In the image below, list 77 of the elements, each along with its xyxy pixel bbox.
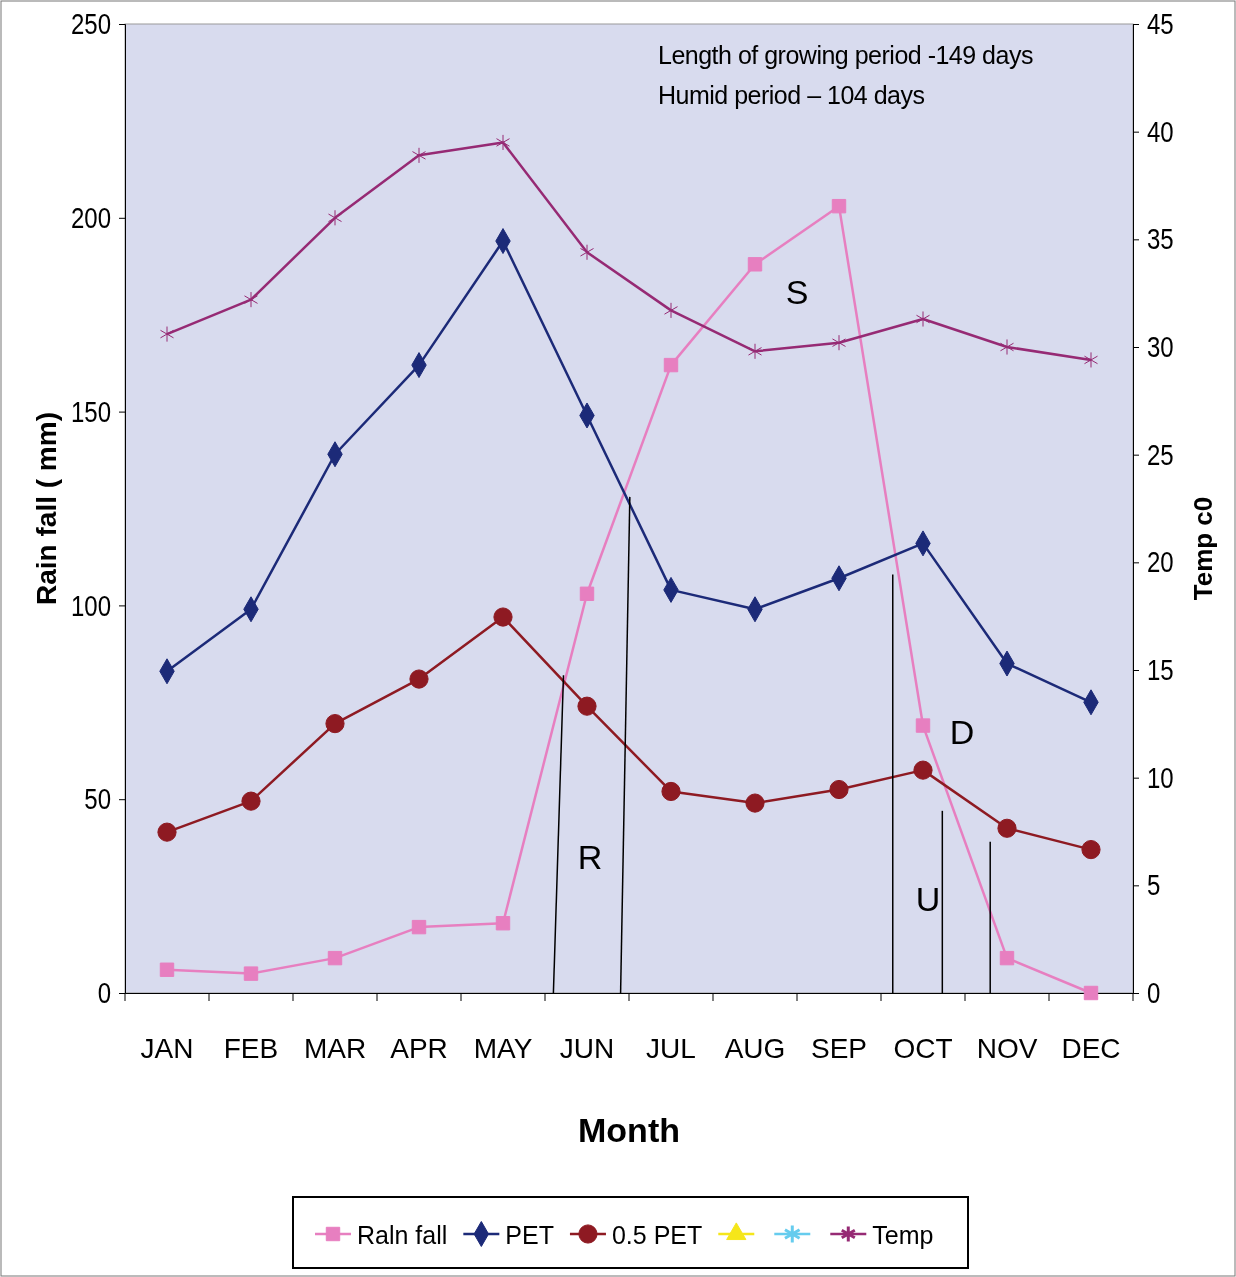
point [745, 793, 765, 813]
y2-tick-label: 10 [1147, 760, 1174, 795]
point [157, 822, 177, 842]
point [243, 966, 259, 981]
point [663, 357, 679, 373]
legend-label: Raln fall [357, 1221, 448, 1249]
point [915, 718, 931, 733]
y2-tick-label: 25 [1147, 437, 1174, 472]
point [493, 607, 513, 627]
point [831, 334, 847, 351]
x-axis-title: Month [578, 1111, 680, 1149]
point [1083, 985, 1099, 1001]
point [159, 326, 175, 343]
y2-tick-label: 0 [1147, 975, 1161, 1010]
x-tick-label: JUN [559, 1033, 615, 1064]
point [325, 714, 345, 734]
annotation: S [785, 272, 809, 311]
point [831, 198, 847, 214]
annotation: Length of growing period -149 days [658, 41, 1033, 69]
x-tick-label: MAR [303, 1033, 367, 1064]
point [327, 950, 343, 966]
x-tick-label: JUL [646, 1033, 696, 1064]
y2-tick-label: 40 [1147, 114, 1174, 149]
y-tick-label: 150 [70, 394, 111, 429]
annotation: U [915, 879, 941, 918]
legend-label: 0.5 PET [611, 1221, 703, 1249]
point [327, 209, 343, 226]
y2-tick-label: 5 [1147, 867, 1161, 903]
point [579, 244, 595, 261]
y-tick-label: 250 [70, 6, 111, 41]
point [577, 696, 597, 716]
y2-tick-label: 45 [1147, 6, 1174, 41]
point [999, 338, 1015, 356]
point [999, 950, 1015, 966]
point [747, 343, 763, 360]
y2-tick-label: 15 [1147, 652, 1174, 687]
point [159, 962, 175, 977]
x-tick-label: JAN [140, 1033, 194, 1064]
point [915, 310, 931, 328]
legend-label: PET [505, 1221, 554, 1249]
point [409, 669, 429, 689]
point [663, 302, 679, 319]
y2-tick-label: 30 [1147, 329, 1174, 364]
y2-tick-label: 35 [1147, 221, 1174, 257]
legend-label: Temp [872, 1221, 934, 1249]
point [829, 779, 849, 800]
y-axis-title: Rain fall ( mm) [31, 412, 62, 605]
annotation: R [577, 837, 603, 876]
y-tick-label: 50 [84, 781, 111, 816]
annotation: D [949, 712, 975, 751]
x-tick-label: SEP [810, 1033, 868, 1064]
y-tick-label: 100 [70, 587, 111, 623]
x-tick-label: FEB [223, 1033, 279, 1064]
x-tick-label: NOV [976, 1033, 1038, 1064]
x-tick-label: AUG [724, 1033, 786, 1064]
annotation: Humid period – 104 days [658, 81, 925, 109]
x-tick-label: OCT [893, 1033, 953, 1064]
point [411, 919, 427, 935]
point [661, 781, 681, 802]
point [747, 257, 763, 272]
y-tick-label: 0 [97, 975, 111, 1010]
point [243, 291, 259, 308]
point [579, 586, 595, 601]
point [495, 134, 511, 151]
x-tick-label: APR [390, 1033, 448, 1064]
y-tick-label: 200 [70, 200, 111, 235]
y2-axis-title: Temp c0 [1188, 496, 1218, 601]
x-tick-label: DEC [1061, 1033, 1121, 1064]
point [1081, 840, 1101, 860]
point [1083, 351, 1099, 368]
point [997, 818, 1017, 838]
point [241, 791, 261, 811]
point [495, 916, 511, 931]
x-tick-label: MAY [473, 1033, 533, 1064]
y2-tick-label: 20 [1147, 544, 1174, 580]
point [411, 147, 427, 164]
point [913, 760, 933, 780]
